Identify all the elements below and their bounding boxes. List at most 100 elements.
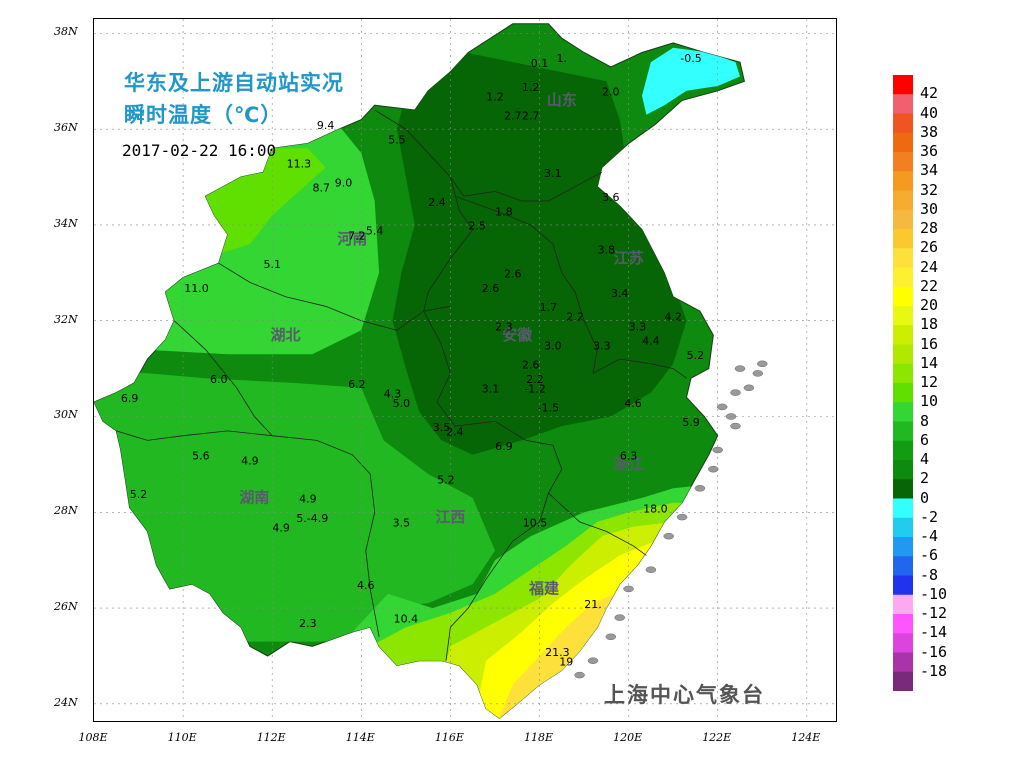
timestamp: 2017-02-22 16:00 [122,141,277,160]
station-temperature: 18.0 [643,502,668,515]
station-temperature: 7.2 [348,229,366,242]
station-temperature: 6.3 [620,450,638,463]
station-temperature: 3.6 [602,191,620,204]
color-legend-label: 2 [920,469,930,488]
color-legend-swatch [893,383,913,403]
station-temperature: 2.2 [526,373,544,386]
station-temperature: 9.4 [317,119,335,132]
color-legend-swatch [893,267,913,288]
color-legend-swatch [893,614,913,634]
color-legend-label: 30 [920,199,939,218]
province-label: 湖南 [239,489,269,507]
station-temperature: 2.6 [504,268,522,281]
station-temperature: 21.3 [545,646,570,659]
station-temperature: 3.1 [544,167,562,180]
color-legend-label: 0 [920,488,930,507]
color-legend-swatch [893,132,913,153]
station-temperature: 3.5 [393,517,411,530]
island [574,671,585,679]
island [743,384,755,392]
province-label: 河南 [337,230,367,248]
island [734,365,746,372]
latitude-tick-label: 28N [54,504,78,518]
station-temperature: 2.2 [566,311,584,324]
station-temperature: 2.4 [446,426,464,439]
color-legend-swatch [893,421,913,442]
zone-below-zero [642,47,740,115]
color-legend-label: -12 [920,604,948,622]
island [752,370,764,377]
station-temperature: 2.5 [468,220,486,233]
station-temperature: 5.2 [687,349,705,362]
province-border [445,420,563,661]
island [614,614,625,621]
color-legend-swatch [893,671,913,691]
station-temperature: 5.9 [682,416,700,429]
station-temperature: 19 [559,656,573,669]
color-legend-label: -18 [920,661,948,680]
color-legend-label: 16 [920,334,939,353]
latitude-tick-label: 34N [54,216,78,230]
graticule [94,19,836,721]
station-temperature: 3.1 [482,383,500,396]
color-legend-swatch [893,94,913,114]
station-temperature: 2.6 [522,359,540,372]
station-temperature: 4.3 [384,387,402,400]
province-border [173,320,380,637]
color-legend-label: -6 [920,546,939,565]
color-legend-label: -14 [920,623,948,642]
station-temperature: -0.5 [680,52,701,65]
island [694,485,706,492]
color-legend-swatch [893,633,913,653]
latitude-tick-label: 30N [54,408,78,422]
color-legend-swatch [893,190,913,211]
province-label: 湖北 [271,326,301,344]
color-legend-label: 22 [920,276,939,295]
color-legend-swatch [893,479,913,499]
station-temperature: 4.9 [299,493,317,506]
province-border [454,195,598,374]
station-temperature: 2.6 [482,282,500,295]
color-legend-swatch [893,306,913,326]
station-temperature: 2.7 [522,110,540,123]
color-legend-label: 6 [920,430,930,449]
province-border [116,430,273,441]
island [663,532,674,540]
station-temperature: 2.4 [428,196,446,209]
station-temperature: 0.1 [531,57,549,70]
color-legend-label: 10 [920,392,939,411]
station-temperature: 6.9 [495,440,513,453]
color-legend-swatch [893,537,913,557]
province-label: 山东 [547,91,577,109]
color-legend-swatch [893,556,913,576]
zone-cold-spot [472,181,536,230]
zone-hubei-hunan [94,368,495,642]
color-legend-swatch [893,517,913,538]
station-values: 0.1 1. -0.52.01.21.22.7 2.79.45.511.33.18.7… [121,52,704,668]
station-temperature: 2.3 [495,320,513,333]
island [730,389,741,396]
color-legend-label: 20 [920,296,939,314]
island [716,403,728,411]
province-label: 福建 [528,580,560,598]
longitude-tick-label: 118E [523,731,554,744]
station-temperature: 3.3 [629,320,647,333]
color-legend-label: 4 [920,450,930,468]
longitude-tick-label: 122E [702,731,732,744]
station-temperature: 1. [557,52,568,65]
station-temperature: 3.0 [544,339,562,352]
station-temperature: 3.8 [598,244,616,257]
station-temperature: 2.0 [602,86,620,99]
province-label: 安徽 [502,326,533,344]
station-temperature: 4.9 [241,454,259,467]
color-legend-swatch [893,209,913,230]
color-legend-swatch [893,498,913,519]
color-legend-label: 36 [920,142,939,160]
color-legend-label: 12 [920,373,939,391]
station-temperature: 3.4 [611,287,629,300]
map-frame: 山东 河南 江苏 湖北 安徽 浙江 湖南 江西 福建 0.1 1. -0.5 2.0 1.2 1.2 2.7… [93,18,837,722]
station-temperature: 4.9 [272,521,290,534]
color-legend-label: 26 [920,238,939,257]
longitude-tick-label: 124E [791,731,821,744]
title-line1: 华东及上游自动站实况 [124,71,344,95]
